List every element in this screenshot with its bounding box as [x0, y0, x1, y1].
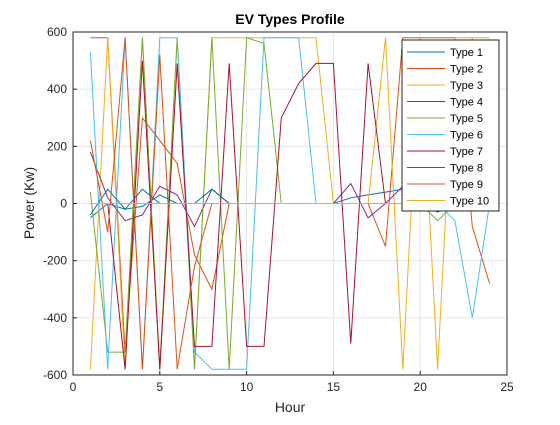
x-tick-label: 10 [240, 380, 254, 394]
legend-label: Type 3 [450, 80, 483, 92]
x-tick-label: 15 [327, 380, 341, 394]
legend: Type 1 Type 2 Type 3 Type 4 Type 5 Type 6 Type… [401, 39, 500, 212]
legend-label: Type 7 [450, 146, 483, 158]
legend-label: Type 2 [450, 64, 483, 76]
legend-label: Type 8 [450, 163, 483, 175]
legend-label: Type 4 [450, 97, 483, 109]
y-tick-label: -600 [43, 368, 67, 382]
legend-label: Type 10 [450, 196, 489, 208]
x-tick-label: 20 [414, 380, 428, 394]
x-axis-label: Hour [275, 399, 306, 415]
x-tick-label: 0 [70, 380, 77, 394]
legend-label: Type 6 [450, 130, 483, 142]
y-axis-ticks: -600 -400 -200 0 200 400 600 [43, 25, 77, 382]
y-tick-label: -200 [43, 254, 67, 268]
chart-title: EV Types Profile [235, 11, 345, 27]
x-tick-label: 5 [156, 380, 163, 394]
y-tick-label: 200 [47, 139, 67, 153]
legend-label: Type 9 [450, 179, 483, 191]
x-axis-ticks: 0 5 10 15 20 25 [70, 371, 514, 394]
y-tick-label: 0 [60, 197, 67, 211]
x-tick-label: 25 [500, 380, 514, 394]
y-axis-label: Power (Kw) [21, 167, 37, 239]
y-tick-label: 600 [47, 25, 67, 39]
legend-label: Type 1 [450, 47, 483, 59]
legend-label: Type 5 [450, 113, 483, 125]
y-tick-label: -400 [43, 311, 67, 325]
y-tick-label: 400 [47, 82, 67, 96]
